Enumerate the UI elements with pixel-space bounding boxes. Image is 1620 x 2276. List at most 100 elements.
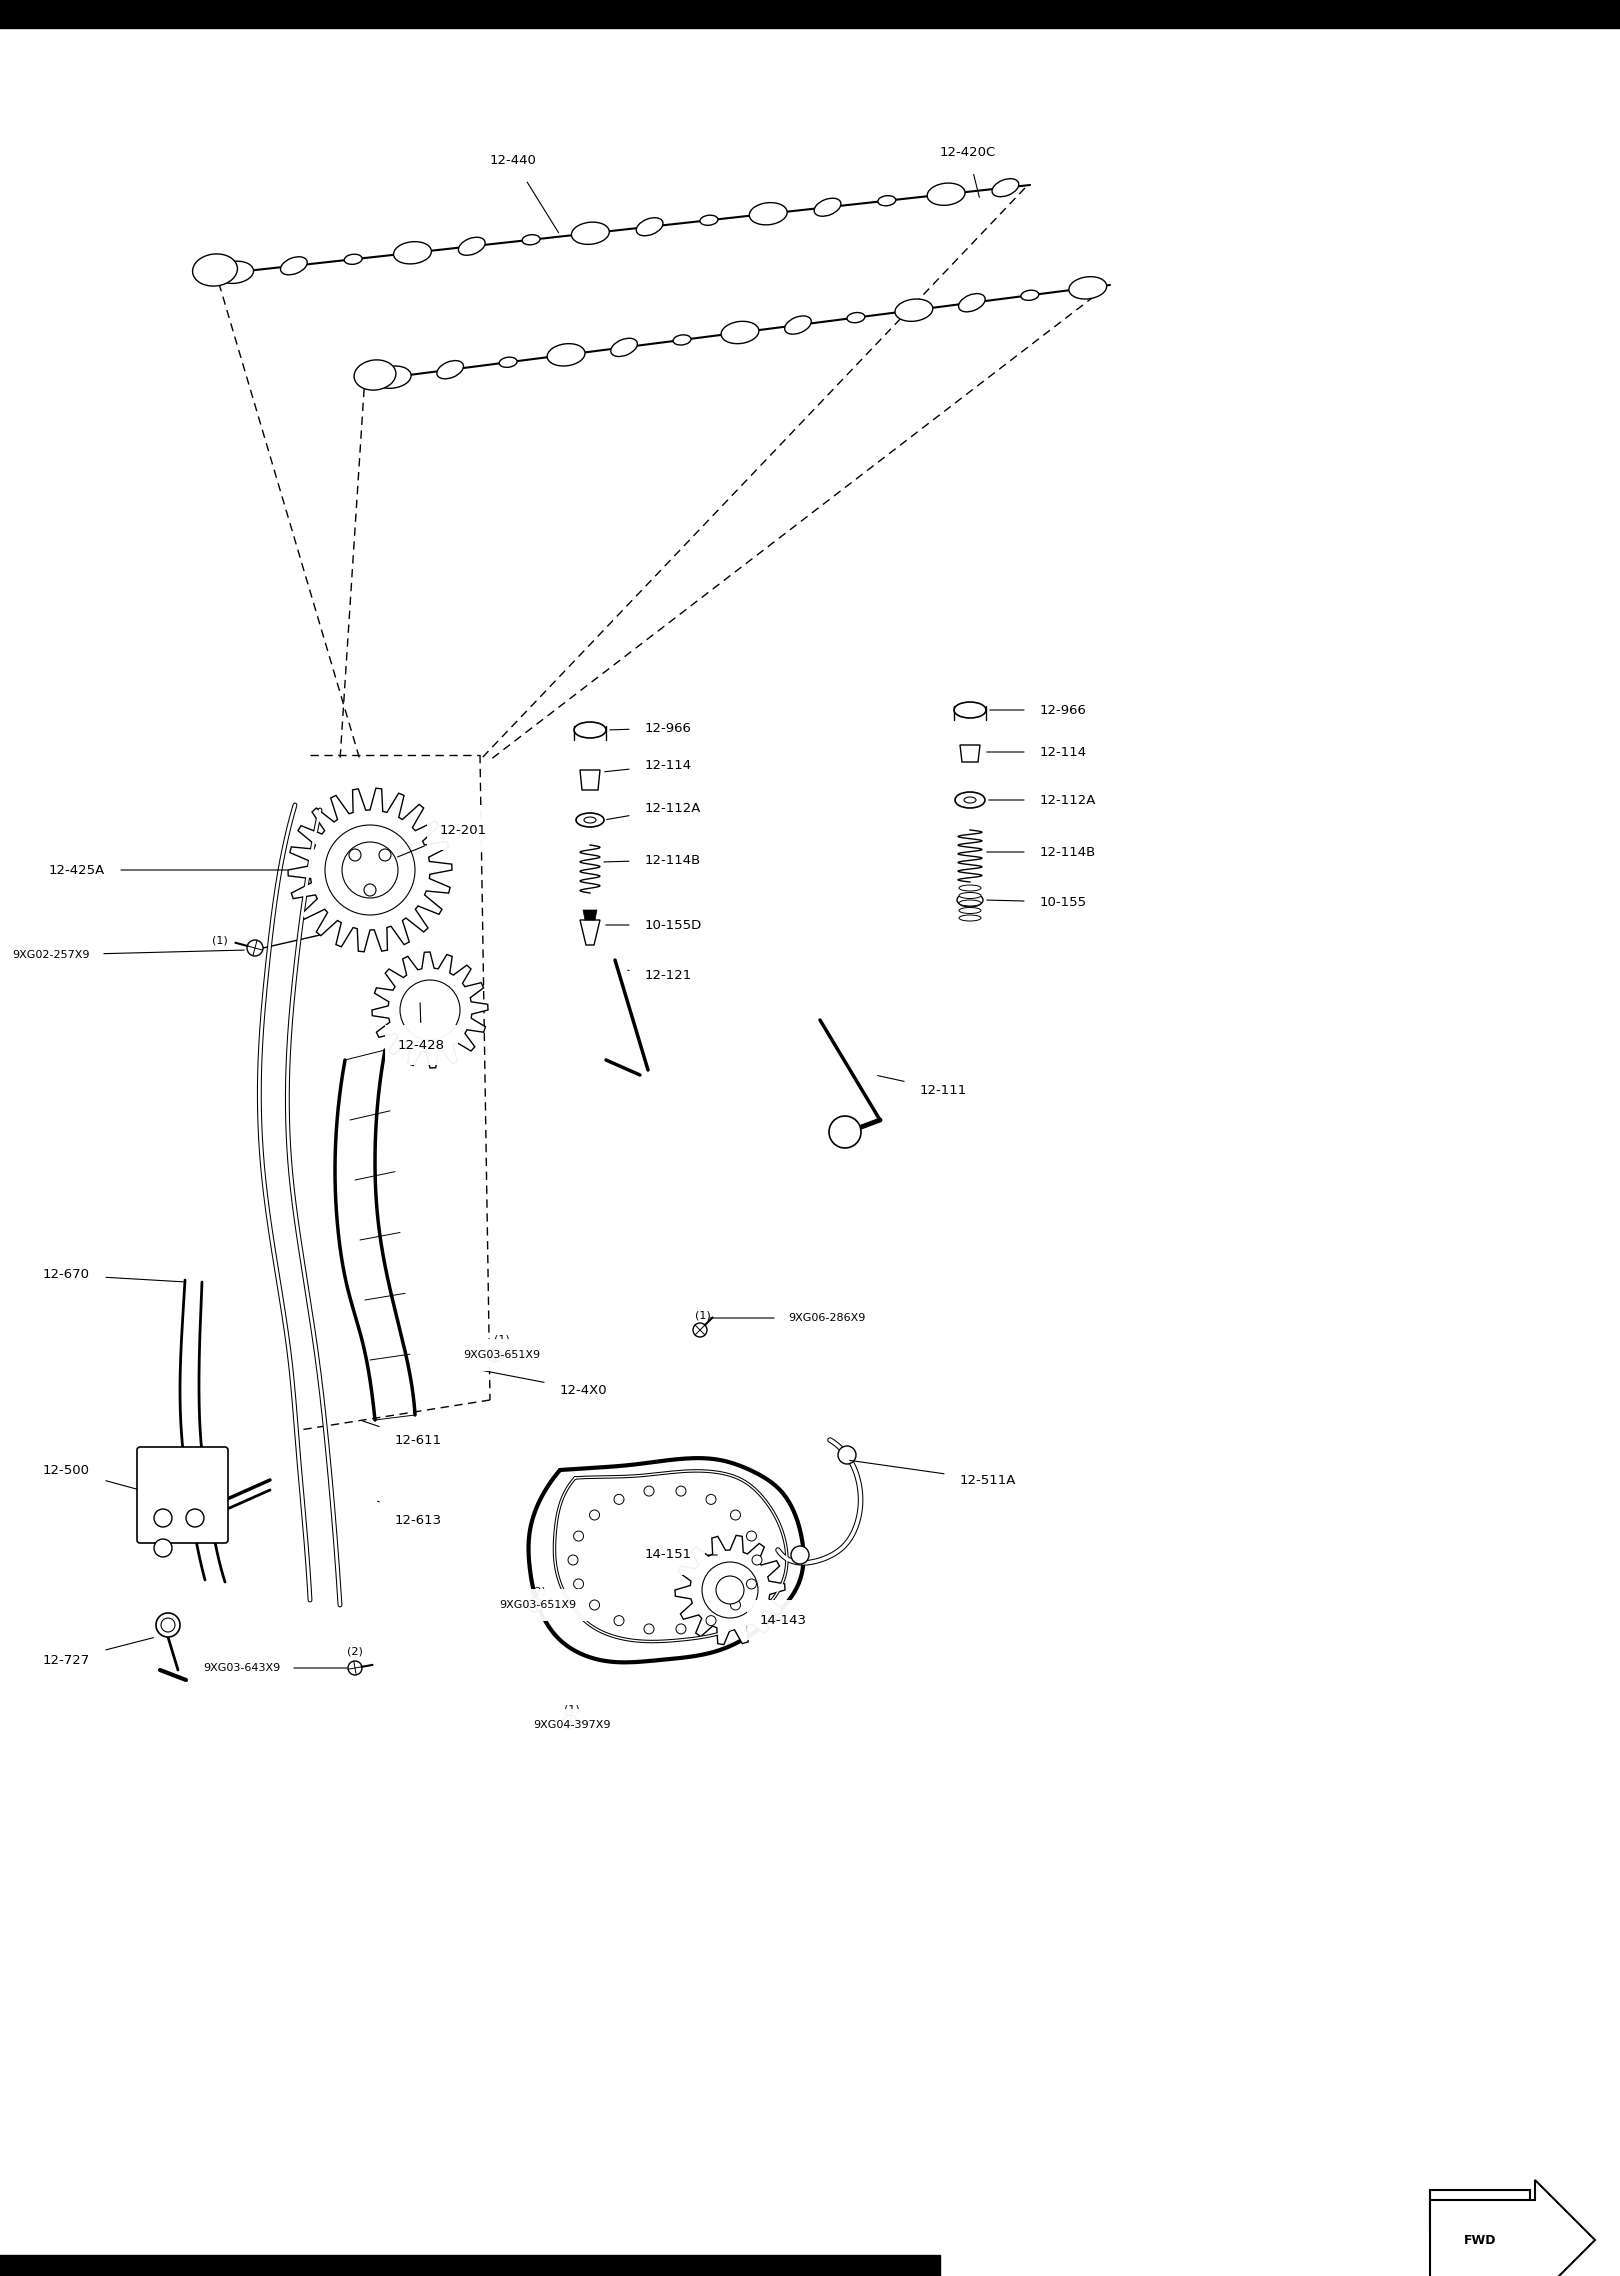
Text: (2): (2) [347,1648,363,1657]
Circle shape [186,1509,204,1527]
Text: 12-613: 12-613 [377,1502,442,1527]
Circle shape [693,1322,706,1336]
Text: 12-727: 12-727 [42,1639,154,1666]
Ellipse shape [959,915,982,922]
Text: (1): (1) [494,1336,510,1345]
Text: 12-4X0: 12-4X0 [483,1370,608,1397]
Ellipse shape [343,255,363,264]
Text: 12-201: 12-201 [397,824,488,858]
FancyBboxPatch shape [1430,2190,1529,2230]
Circle shape [364,883,376,897]
Circle shape [645,1625,654,1634]
Text: 9XG03-651X9: 9XG03-651X9 [499,1600,577,1609]
Ellipse shape [577,813,604,826]
Circle shape [573,1532,583,1541]
Ellipse shape [954,701,987,717]
Ellipse shape [548,344,585,366]
Circle shape [676,1486,685,1495]
Ellipse shape [1021,291,1038,300]
Ellipse shape [394,241,431,264]
Ellipse shape [964,797,975,803]
Text: 12-966: 12-966 [609,721,692,735]
Ellipse shape [784,316,812,335]
Circle shape [706,1616,716,1625]
Circle shape [747,1532,757,1541]
Text: 14-151: 14-151 [645,1548,718,1561]
Circle shape [614,1495,624,1504]
Ellipse shape [959,899,982,906]
Ellipse shape [847,312,865,323]
Ellipse shape [637,218,663,237]
Text: 12-114: 12-114 [604,758,692,772]
Circle shape [564,1716,577,1730]
Text: (1): (1) [212,935,228,945]
Text: 12-425A: 12-425A [49,863,287,876]
Ellipse shape [583,817,596,824]
Text: 14-143: 14-143 [760,1614,807,1627]
Text: 12-121: 12-121 [629,970,692,981]
Circle shape [348,1661,361,1675]
Circle shape [246,940,262,956]
Polygon shape [580,769,599,790]
Circle shape [731,1509,740,1520]
FancyBboxPatch shape [138,1448,228,1543]
Circle shape [829,1115,860,1147]
Text: (2): (2) [530,1586,546,1595]
Circle shape [348,849,361,860]
Text: 12-440: 12-440 [489,152,559,232]
Text: 12-670: 12-670 [44,1268,183,1281]
Circle shape [752,1555,761,1566]
Ellipse shape [959,294,985,312]
Polygon shape [373,951,488,1067]
Circle shape [528,1598,543,1611]
Text: 12-966: 12-966 [990,703,1087,717]
Circle shape [326,824,415,915]
Circle shape [645,1486,654,1495]
Text: 12-420C: 12-420C [940,146,996,198]
Ellipse shape [700,216,718,225]
Text: 12-428: 12-428 [399,1004,446,1052]
Text: 9XG02-257X9: 9XG02-257X9 [13,949,245,960]
Ellipse shape [991,180,1019,196]
Text: 9XG04-397X9: 9XG04-397X9 [533,1721,611,1730]
Circle shape [791,1545,808,1564]
Circle shape [400,981,460,1040]
Ellipse shape [815,198,841,216]
Circle shape [342,842,399,899]
Ellipse shape [193,255,238,287]
Circle shape [701,1561,758,1618]
Circle shape [160,1618,175,1632]
Ellipse shape [894,298,933,321]
Circle shape [154,1539,172,1557]
Circle shape [408,990,450,1031]
Ellipse shape [355,360,395,389]
Ellipse shape [611,339,637,357]
Polygon shape [676,1536,786,1646]
Circle shape [340,840,400,899]
Text: 12-114B: 12-114B [604,854,701,867]
Ellipse shape [215,262,253,284]
Circle shape [154,1509,172,1527]
Ellipse shape [750,203,787,225]
Text: FWD: FWD [1464,2233,1497,2246]
Text: 10-155D: 10-155D [606,920,701,931]
Circle shape [590,1600,599,1609]
Polygon shape [961,744,980,762]
Text: 9XG03-643X9: 9XG03-643X9 [202,1664,347,1673]
Polygon shape [288,787,452,951]
Ellipse shape [957,892,983,908]
Circle shape [379,849,390,860]
Text: 12-511A: 12-511A [850,1461,1016,1486]
Circle shape [747,1580,757,1589]
Ellipse shape [959,892,982,899]
Circle shape [706,1495,716,1504]
Text: 9XG03-651X9: 9XG03-651X9 [463,1350,541,1361]
Ellipse shape [878,196,896,205]
Ellipse shape [956,792,985,808]
Ellipse shape [672,335,692,346]
Ellipse shape [458,237,484,255]
Ellipse shape [573,721,606,737]
Ellipse shape [522,234,539,246]
Ellipse shape [572,223,609,244]
Circle shape [488,1347,502,1361]
